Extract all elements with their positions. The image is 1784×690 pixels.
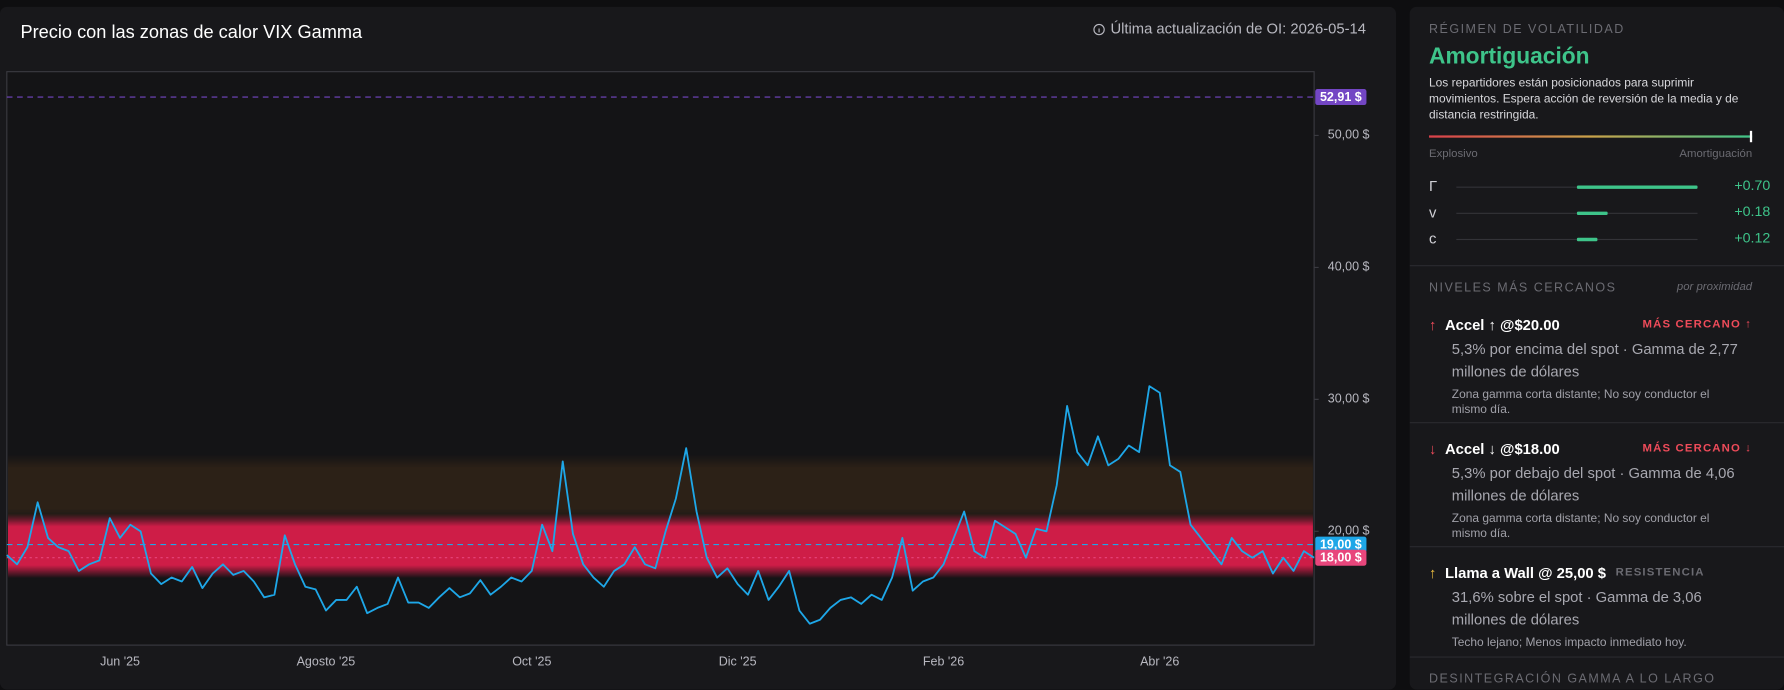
scale-left: Explosivo — [1429, 147, 1478, 161]
level-note: Techo lejano; Menos impacto inmediato ho… — [1451, 636, 1687, 650]
level-title: Llama a Wall @ 25,00 $ — [1444, 564, 1606, 582]
x-tick-label: Dic '25 — [719, 654, 757, 668]
level-detail: 5,3% por encima del spot · Gamma de 2,77… — [1451, 340, 1738, 381]
metric-name: Γ — [1429, 177, 1438, 195]
y-tick-label: 20,00 $ — [1328, 524, 1370, 538]
level-label: 18,00 $ — [1320, 551, 1362, 565]
metric-row: Γ +0.70 — [1429, 177, 1770, 195]
x-tick-label: Feb '26 — [923, 654, 964, 668]
level-icon: ↑ — [1429, 564, 1437, 582]
chart: Precio con las zonas de calor VIX Gamma … — [6, 20, 1370, 668]
gamma-zone — [7, 454, 1313, 523]
metric-value: +0.70 — [1734, 177, 1771, 194]
levels-heading: NIVELES MÁS CERCANOS — [1429, 281, 1617, 295]
level-badge: MÁS CERCANO ↓ — [1642, 442, 1753, 456]
level-icon: ↓ — [1429, 440, 1437, 458]
level-label: 52,91 $ — [1320, 90, 1362, 104]
chart-title: Precio con las zonas de calor VIX Gamma — [20, 22, 363, 42]
metric-bar — [1576, 185, 1698, 189]
x-tick-label: Jun '25 — [100, 654, 140, 668]
scale-right: Amortiguación — [1679, 147, 1753, 161]
level-title: Accel ↓ @$18.00 — [1444, 440, 1560, 458]
level-badge — [1315, 549, 1367, 566]
metric-value: +0.12 — [1734, 229, 1771, 246]
level-note: Zona gamma corta distante; No soy conduc… — [1451, 387, 1710, 417]
x-tick-label: Abr '26 — [1140, 654, 1179, 668]
y-tick-label: 50,00 $ — [1328, 128, 1370, 142]
sidebar: RÉGIMEN DE VOLATILIDAD Amortiguación Los… — [1409, 6, 1784, 690]
level-icon: ↑ — [1429, 316, 1437, 334]
footer-heading: DESINTEGRACIÓN GAMMA A LO LARGO — [1429, 672, 1716, 687]
metric-row: v +0.18 — [1429, 204, 1770, 222]
x-tick-label: Agosto '25 — [297, 654, 356, 668]
level-detail: 31,6% sobre el spot · Gamma de 3,06 mill… — [1451, 588, 1702, 629]
metric-value: +0.18 — [1734, 203, 1771, 220]
y-tick-label: 30,00 $ — [1328, 392, 1370, 406]
level-badge: RESISTENCIA — [1615, 566, 1705, 580]
x-tick-label: Oct '25 — [512, 654, 551, 668]
metric-row: c +0.12 — [1429, 230, 1770, 248]
metric-name: c — [1429, 229, 1437, 247]
level-badge — [1315, 89, 1367, 105]
divider — [1409, 546, 1784, 548]
regime-name: Amortiguación — [1429, 44, 1590, 70]
gamma-zone — [7, 513, 1313, 579]
level-badge: MÁS CERCANO ↑ — [1642, 318, 1753, 332]
regime-description: Los repartidores están posicionados para… — [1429, 76, 1739, 122]
level-detail: 5,3% por debajo del spot · Gamma de 4,06… — [1451, 464, 1735, 505]
regime-scale — [1429, 135, 1753, 138]
price-line — [6, 385, 1315, 625]
y-tick-label: 40,00 $ — [1328, 260, 1370, 274]
level-note: Zona gamma corta distante; No soy conduc… — [1451, 511, 1710, 541]
divider — [1409, 422, 1784, 424]
level-badge — [1315, 536, 1367, 553]
divider — [1409, 265, 1784, 267]
divider — [1409, 656, 1784, 658]
metric-bar — [1576, 211, 1608, 216]
metric-name: v — [1429, 203, 1437, 221]
chart-card: Precio con las zonas de calor VIX Gamma … — [0, 6, 1397, 690]
level-label: 19,00 $ — [1320, 537, 1362, 551]
level-title: Accel ↑ @$20.00 — [1444, 316, 1560, 334]
info-icon — [1093, 23, 1105, 36]
regime-marker — [1749, 130, 1753, 143]
regime-heading: RÉGIMEN DE VOLATILIDAD — [1429, 22, 1625, 37]
update-note: Última actualización de OI: 2026-05-14 — [1110, 20, 1366, 37]
metric-bar — [1576, 237, 1598, 242]
levels-sort-note: por proximidad — [1676, 281, 1753, 294]
